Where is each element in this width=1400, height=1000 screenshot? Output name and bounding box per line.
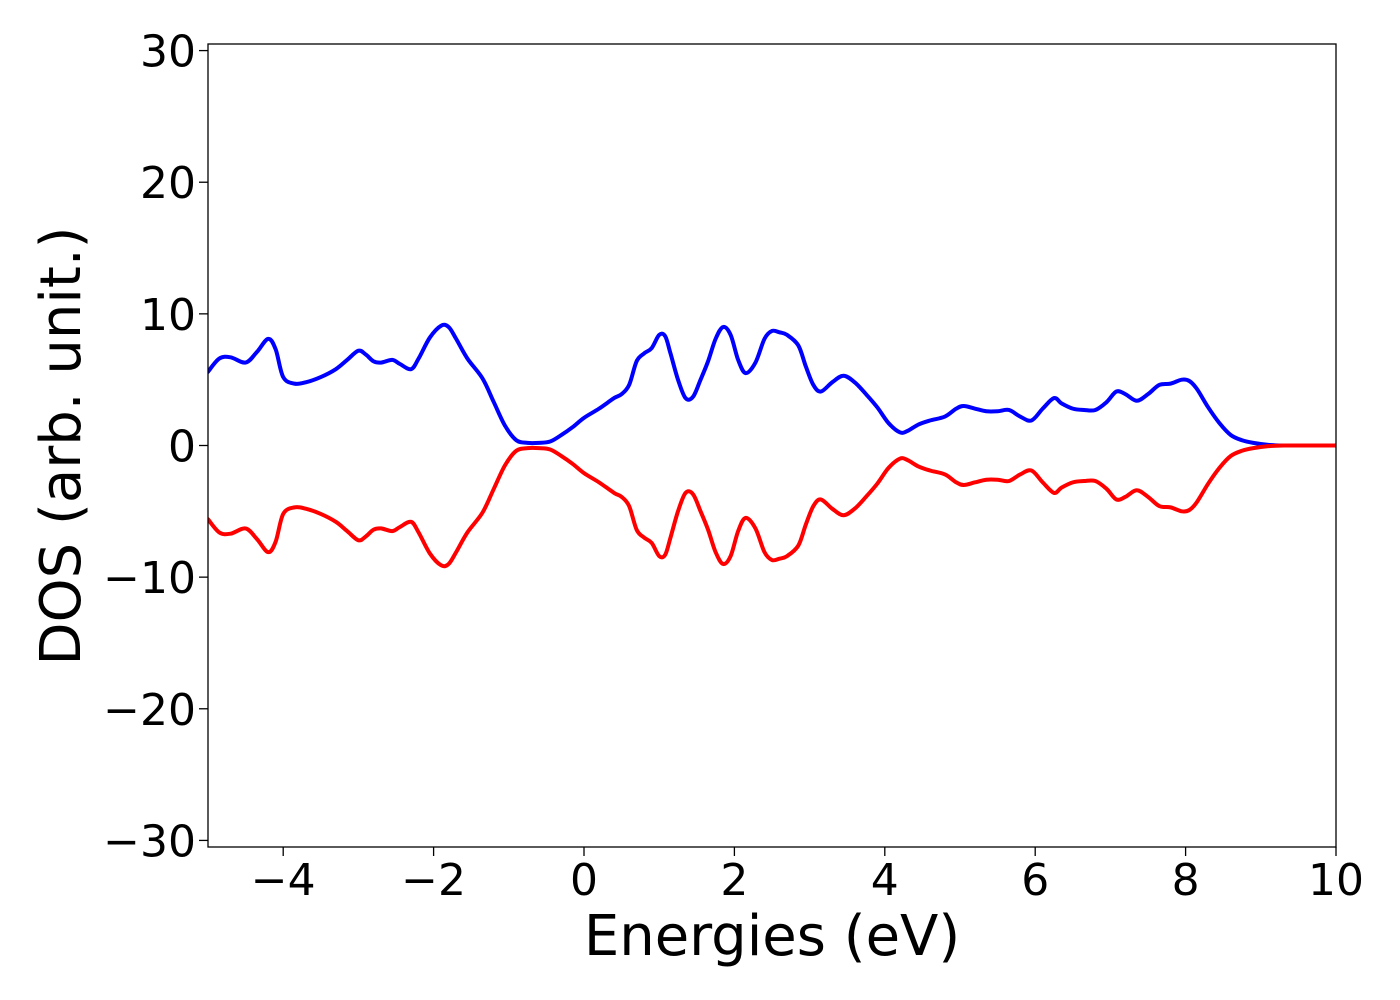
x-tick-label: 0 [570,855,598,906]
x-tick-label: 8 [1172,855,1200,906]
y-tick-label: −10 [103,553,196,604]
y-axis-ticks: −30 −20 −10 0 10 20 30 [103,27,208,867]
x-tick-label: −2 [401,855,466,906]
y-tick-label: 10 [140,290,196,341]
x-axis-ticks: −4 −2 0 2 4 6 8 10 [251,847,1364,906]
y-axis-label: DOS (arb. unit.) [29,226,94,665]
x-tick-label: −4 [251,855,316,906]
x-tick-label: 4 [871,855,899,906]
y-tick-label: 20 [140,158,196,209]
x-tick-label: 2 [720,855,748,906]
y-tick-label: 0 [168,422,196,473]
series-line-0 [208,322,1336,448]
y-tick-label: −30 [103,816,196,867]
x-tick-label: 10 [1308,855,1364,906]
y-tick-label: 30 [140,27,196,78]
series-layer [208,322,1336,569]
series-line-1 [208,443,1336,569]
y-tick-label: −20 [103,685,196,736]
plot-background [208,44,1336,847]
x-axis-label: Energies (eV) [584,904,960,969]
x-tick-label: 6 [1021,855,1049,906]
